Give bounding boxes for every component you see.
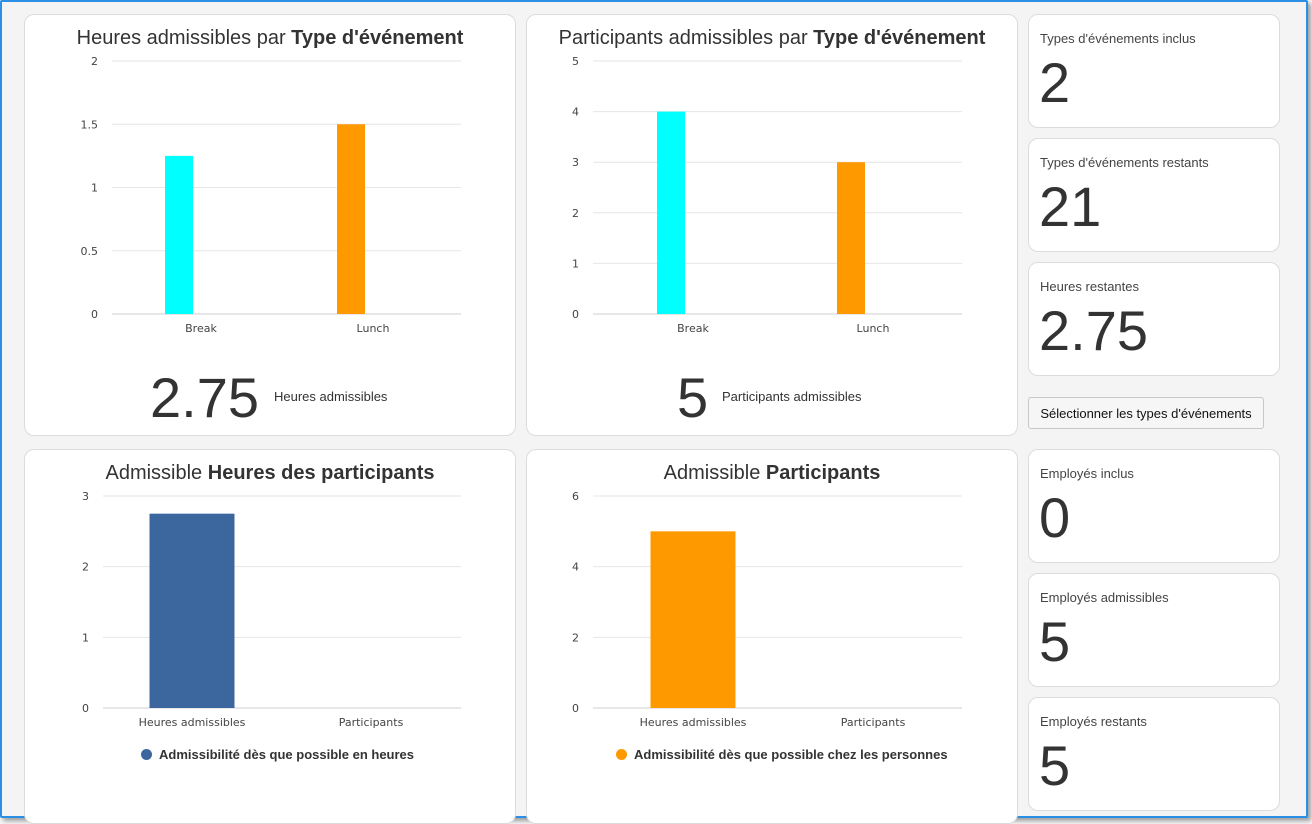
y-tick-label: 4 bbox=[572, 561, 579, 574]
chart-legend[interactable]: Admissibilité dès que possible en heures bbox=[141, 747, 414, 762]
chart-title: Participants admissibles par Type d'évén… bbox=[527, 27, 1017, 50]
kpi-card-included-employees: Employés inclus 0 bbox=[1028, 449, 1280, 563]
kpi-value: 2.75 bbox=[1039, 299, 1148, 362]
participants-by-event-type-chart: 0 1 2 3 4 5 Break Lunch bbox=[572, 55, 962, 335]
select-event-types-button[interactable]: Sélectionner les types d'événements bbox=[1028, 397, 1264, 429]
kpi-label: Types d'événements inclus bbox=[1040, 31, 1196, 46]
x-category-label: Lunch bbox=[357, 322, 390, 335]
y-tick-label: 2 bbox=[572, 631, 579, 644]
x-category-label: Participants bbox=[339, 716, 404, 729]
x-category-label: Lunch bbox=[857, 322, 890, 335]
y-tick-label: 5 bbox=[572, 55, 579, 68]
chart-title-prefix: Heures admissibles par bbox=[76, 27, 292, 49]
y-tick-label: 3 bbox=[572, 156, 579, 169]
eligible-hours-label: Heures admissibles bbox=[274, 389, 388, 404]
legend-label: Admissibilité dès que possible chez les … bbox=[634, 747, 948, 762]
legend-dot bbox=[141, 749, 152, 760]
participants-card: Admissible Participants 0 2 4 6 Heures admis… bbox=[526, 449, 1018, 824]
kpi-value: 5 bbox=[1039, 610, 1071, 673]
legend-dot bbox=[616, 749, 627, 760]
chart-legend[interactable]: Admissibilité dès que possible chez les … bbox=[616, 747, 948, 762]
bar-lunch[interactable] bbox=[337, 124, 365, 314]
eligible-hours-value: 2.75 bbox=[150, 366, 259, 429]
participants-by-event-type-card: Participants admissibles par Type d'évén… bbox=[526, 14, 1018, 436]
x-category-label: Break bbox=[185, 322, 217, 335]
bar-break[interactable] bbox=[165, 155, 193, 314]
bar-lunch[interactable] bbox=[837, 162, 865, 314]
kpi-value: 5 bbox=[1039, 734, 1071, 797]
chart-title-bold: Type d'événement bbox=[813, 27, 986, 49]
kpi-label: Heures restantes bbox=[1040, 279, 1139, 294]
y-tick-label: 0.5 bbox=[81, 245, 99, 258]
participant-hours-card: Admissible Heures des participants 0 1 2 3 H… bbox=[24, 449, 516, 824]
y-tick-label: 0 bbox=[572, 702, 579, 715]
chart-title-prefix: Admissible bbox=[663, 462, 766, 484]
kpi-label: Employés inclus bbox=[1040, 466, 1134, 481]
hours-by-event-type-card: Heures admissibles par Type d'événement … bbox=[24, 14, 516, 436]
chart-title: Admissible Participants bbox=[527, 462, 1017, 485]
y-tick-label: 1 bbox=[91, 182, 98, 195]
x-category-label: Heures admissibles bbox=[640, 716, 747, 729]
y-tick-label: 4 bbox=[572, 106, 579, 119]
bar-heures-admissibles[interactable] bbox=[149, 513, 235, 708]
kpi-label: Employés restants bbox=[1040, 714, 1147, 729]
chart-title-prefix: Admissible bbox=[105, 462, 208, 484]
kpi-card-remaining-employees: Employés restants 5 bbox=[1028, 697, 1280, 811]
x-category-label: Participants bbox=[841, 716, 906, 729]
y-tick-label: 0 bbox=[572, 308, 579, 321]
y-tick-label: 2 bbox=[91, 55, 98, 68]
y-tick-label: 6 bbox=[572, 490, 579, 503]
chart-title-bold: Participants bbox=[765, 462, 881, 484]
chart-title: Heures admissibles par Type d'événement bbox=[25, 27, 515, 50]
chart-title-bold: Type d'événement bbox=[291, 27, 464, 49]
bar-heures-admissibles[interactable] bbox=[650, 531, 736, 708]
bar-break[interactable] bbox=[657, 111, 685, 314]
kpi-label: Employés admissibles bbox=[1040, 590, 1169, 605]
y-tick-label: 2 bbox=[82, 561, 89, 574]
kpi-value: 0 bbox=[1039, 486, 1071, 549]
y-tick-label: 0 bbox=[82, 702, 89, 715]
hours-by-event-type-chart: 0 0.5 1 1.5 2 Break Lunch bbox=[81, 55, 461, 335]
kpi-value: 2 bbox=[1039, 51, 1071, 114]
chart-title-bold: Heures des participants bbox=[207, 462, 435, 484]
chart-title: Admissible Heures des participants bbox=[25, 462, 515, 485]
kpi-card-included-event-types: Types d'événements inclus 2 bbox=[1028, 14, 1280, 128]
y-tick-label: 1 bbox=[572, 257, 579, 270]
eligible-participants-label: Participants admissibles bbox=[722, 389, 862, 404]
x-category-label: Heures admissibles bbox=[139, 716, 246, 729]
kpi-card-remaining-event-types: Types d'événements restants 21 bbox=[1028, 138, 1280, 252]
kpi-card-eligible-employees: Employés admissibles 5 bbox=[1028, 573, 1280, 687]
kpi-card-remaining-hours: Heures restantes 2.75 bbox=[1028, 262, 1280, 376]
participant-hours-chart: 0 1 2 3 Heures admissibles Participants bbox=[82, 490, 461, 729]
y-tick-label: 0 bbox=[91, 308, 98, 321]
x-category-label: Break bbox=[677, 322, 709, 335]
y-tick-label: 3 bbox=[82, 490, 89, 503]
kpi-value: 21 bbox=[1039, 175, 1102, 238]
y-tick-label: 2 bbox=[572, 207, 579, 220]
participants-chart: 0 2 4 6 Heures admissibles Participants bbox=[572, 490, 962, 729]
legend-label: Admissibilité dès que possible en heures bbox=[159, 747, 415, 762]
chart-title-prefix: Participants admissibles par bbox=[558, 27, 814, 49]
eligible-participants-value: 5 bbox=[677, 366, 709, 429]
kpi-label: Types d'événements restants bbox=[1040, 155, 1209, 170]
y-tick-label: 1 bbox=[82, 631, 89, 644]
y-tick-label: 1.5 bbox=[81, 118, 99, 131]
